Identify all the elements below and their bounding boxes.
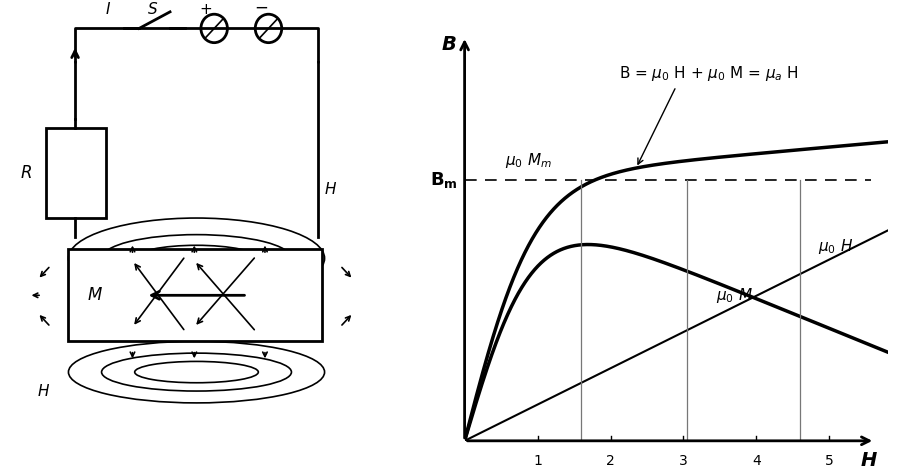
Text: 4: 4 [751, 454, 760, 468]
Text: B: B [440, 35, 456, 54]
Text: 1: 1 [532, 454, 541, 468]
Text: H: H [859, 451, 876, 470]
Text: 3: 3 [678, 454, 687, 468]
Text: H: H [324, 182, 335, 197]
Text: R: R [21, 164, 32, 182]
Bar [68, 249, 322, 341]
Text: $\mu_0\ M$: $\mu_0\ M$ [716, 285, 753, 305]
Text: $\mu_0\ M_m$: $\mu_0\ M_m$ [505, 151, 551, 170]
Text: H: H [38, 383, 49, 399]
Text: $\mu_0\ H$: $\mu_0\ H$ [818, 237, 853, 256]
Bar [46, 128, 106, 218]
Text: $\mathbf{B_m}$: $\mathbf{B_m}$ [430, 170, 458, 190]
Text: B = $\mu_0$ H + $\mu_0$ M = $\mu_a$ H: B = $\mu_0$ H + $\mu_0$ M = $\mu_a$ H [618, 64, 798, 83]
Text: 2: 2 [606, 454, 614, 468]
Text: +: + [199, 1, 212, 17]
Text: 5: 5 [824, 454, 833, 468]
Text: M: M [87, 286, 102, 304]
Text: $-$: $-$ [254, 0, 268, 16]
Text: S: S [147, 1, 157, 17]
Text: I: I [106, 1, 110, 17]
